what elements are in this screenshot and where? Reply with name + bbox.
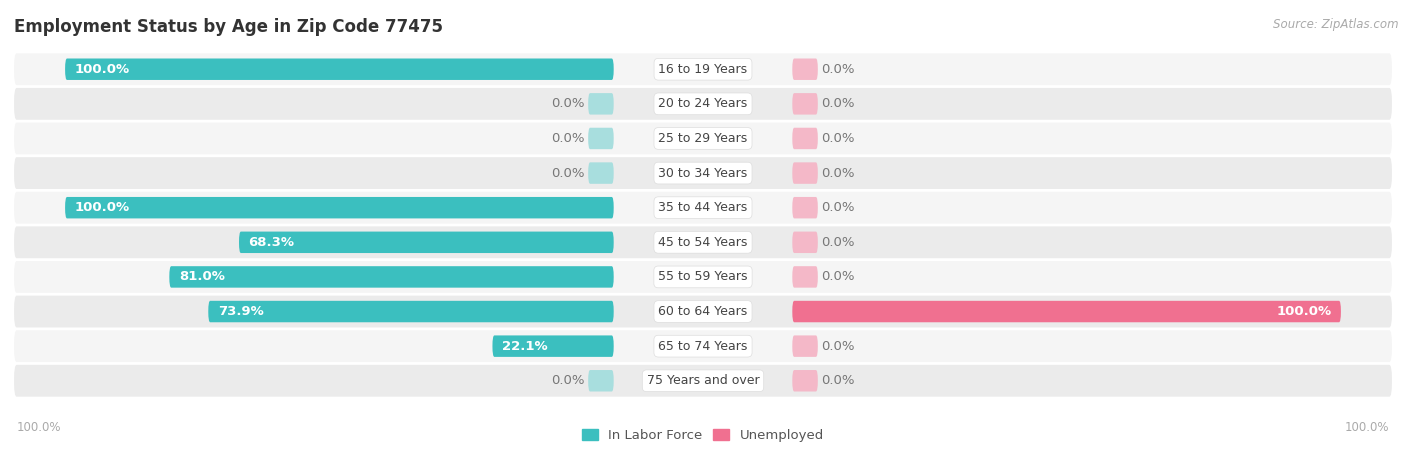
Text: 0.0%: 0.0%	[551, 374, 585, 387]
FancyBboxPatch shape	[208, 301, 613, 322]
FancyBboxPatch shape	[14, 192, 1392, 224]
Text: 68.3%: 68.3%	[249, 236, 295, 249]
FancyBboxPatch shape	[588, 162, 613, 184]
FancyBboxPatch shape	[793, 162, 818, 184]
FancyBboxPatch shape	[793, 335, 818, 357]
Text: 0.0%: 0.0%	[821, 340, 855, 353]
FancyBboxPatch shape	[239, 232, 613, 253]
FancyBboxPatch shape	[65, 58, 613, 80]
FancyBboxPatch shape	[14, 365, 1392, 397]
Text: 100.0%: 100.0%	[75, 201, 129, 214]
Text: 75 Years and over: 75 Years and over	[647, 374, 759, 387]
FancyBboxPatch shape	[492, 335, 613, 357]
Text: 100.0%: 100.0%	[1277, 305, 1331, 318]
Text: 100.0%: 100.0%	[17, 421, 62, 434]
Text: Source: ZipAtlas.com: Source: ZipAtlas.com	[1274, 18, 1399, 31]
Text: 0.0%: 0.0%	[821, 236, 855, 249]
FancyBboxPatch shape	[14, 53, 1392, 85]
Text: 100.0%: 100.0%	[75, 63, 129, 76]
Text: Employment Status by Age in Zip Code 77475: Employment Status by Age in Zip Code 774…	[14, 18, 443, 36]
Text: 0.0%: 0.0%	[551, 166, 585, 180]
FancyBboxPatch shape	[793, 58, 818, 80]
Text: 0.0%: 0.0%	[821, 166, 855, 180]
FancyBboxPatch shape	[14, 88, 1392, 120]
Text: 0.0%: 0.0%	[821, 63, 855, 76]
FancyBboxPatch shape	[65, 197, 613, 218]
Text: 0.0%: 0.0%	[821, 270, 855, 284]
FancyBboxPatch shape	[14, 226, 1392, 258]
Text: 30 to 34 Years: 30 to 34 Years	[658, 166, 748, 180]
FancyBboxPatch shape	[793, 197, 818, 218]
FancyBboxPatch shape	[793, 266, 818, 288]
Legend: In Labor Force, Unemployed: In Labor Force, Unemployed	[582, 428, 824, 441]
FancyBboxPatch shape	[14, 296, 1392, 328]
Text: 16 to 19 Years: 16 to 19 Years	[658, 63, 748, 76]
Text: 45 to 54 Years: 45 to 54 Years	[658, 236, 748, 249]
Text: 55 to 59 Years: 55 to 59 Years	[658, 270, 748, 284]
Text: 22.1%: 22.1%	[502, 340, 548, 353]
Text: 65 to 74 Years: 65 to 74 Years	[658, 340, 748, 353]
FancyBboxPatch shape	[14, 157, 1392, 189]
FancyBboxPatch shape	[588, 93, 613, 115]
FancyBboxPatch shape	[169, 266, 613, 288]
FancyBboxPatch shape	[793, 301, 1341, 322]
FancyBboxPatch shape	[14, 330, 1392, 362]
Text: 0.0%: 0.0%	[551, 132, 585, 145]
Text: 73.9%: 73.9%	[218, 305, 263, 318]
Text: 35 to 44 Years: 35 to 44 Years	[658, 201, 748, 214]
FancyBboxPatch shape	[793, 128, 818, 149]
FancyBboxPatch shape	[14, 122, 1392, 154]
Text: 0.0%: 0.0%	[821, 201, 855, 214]
Text: 60 to 64 Years: 60 to 64 Years	[658, 305, 748, 318]
Text: 0.0%: 0.0%	[551, 97, 585, 110]
Text: 0.0%: 0.0%	[821, 97, 855, 110]
Text: 25 to 29 Years: 25 to 29 Years	[658, 132, 748, 145]
FancyBboxPatch shape	[588, 128, 613, 149]
FancyBboxPatch shape	[588, 370, 613, 392]
Text: 0.0%: 0.0%	[821, 132, 855, 145]
FancyBboxPatch shape	[793, 232, 818, 253]
FancyBboxPatch shape	[793, 370, 818, 392]
Text: 20 to 24 Years: 20 to 24 Years	[658, 97, 748, 110]
Text: 81.0%: 81.0%	[179, 270, 225, 284]
Text: 0.0%: 0.0%	[821, 374, 855, 387]
Text: 100.0%: 100.0%	[1344, 421, 1389, 434]
FancyBboxPatch shape	[793, 93, 818, 115]
FancyBboxPatch shape	[14, 261, 1392, 293]
